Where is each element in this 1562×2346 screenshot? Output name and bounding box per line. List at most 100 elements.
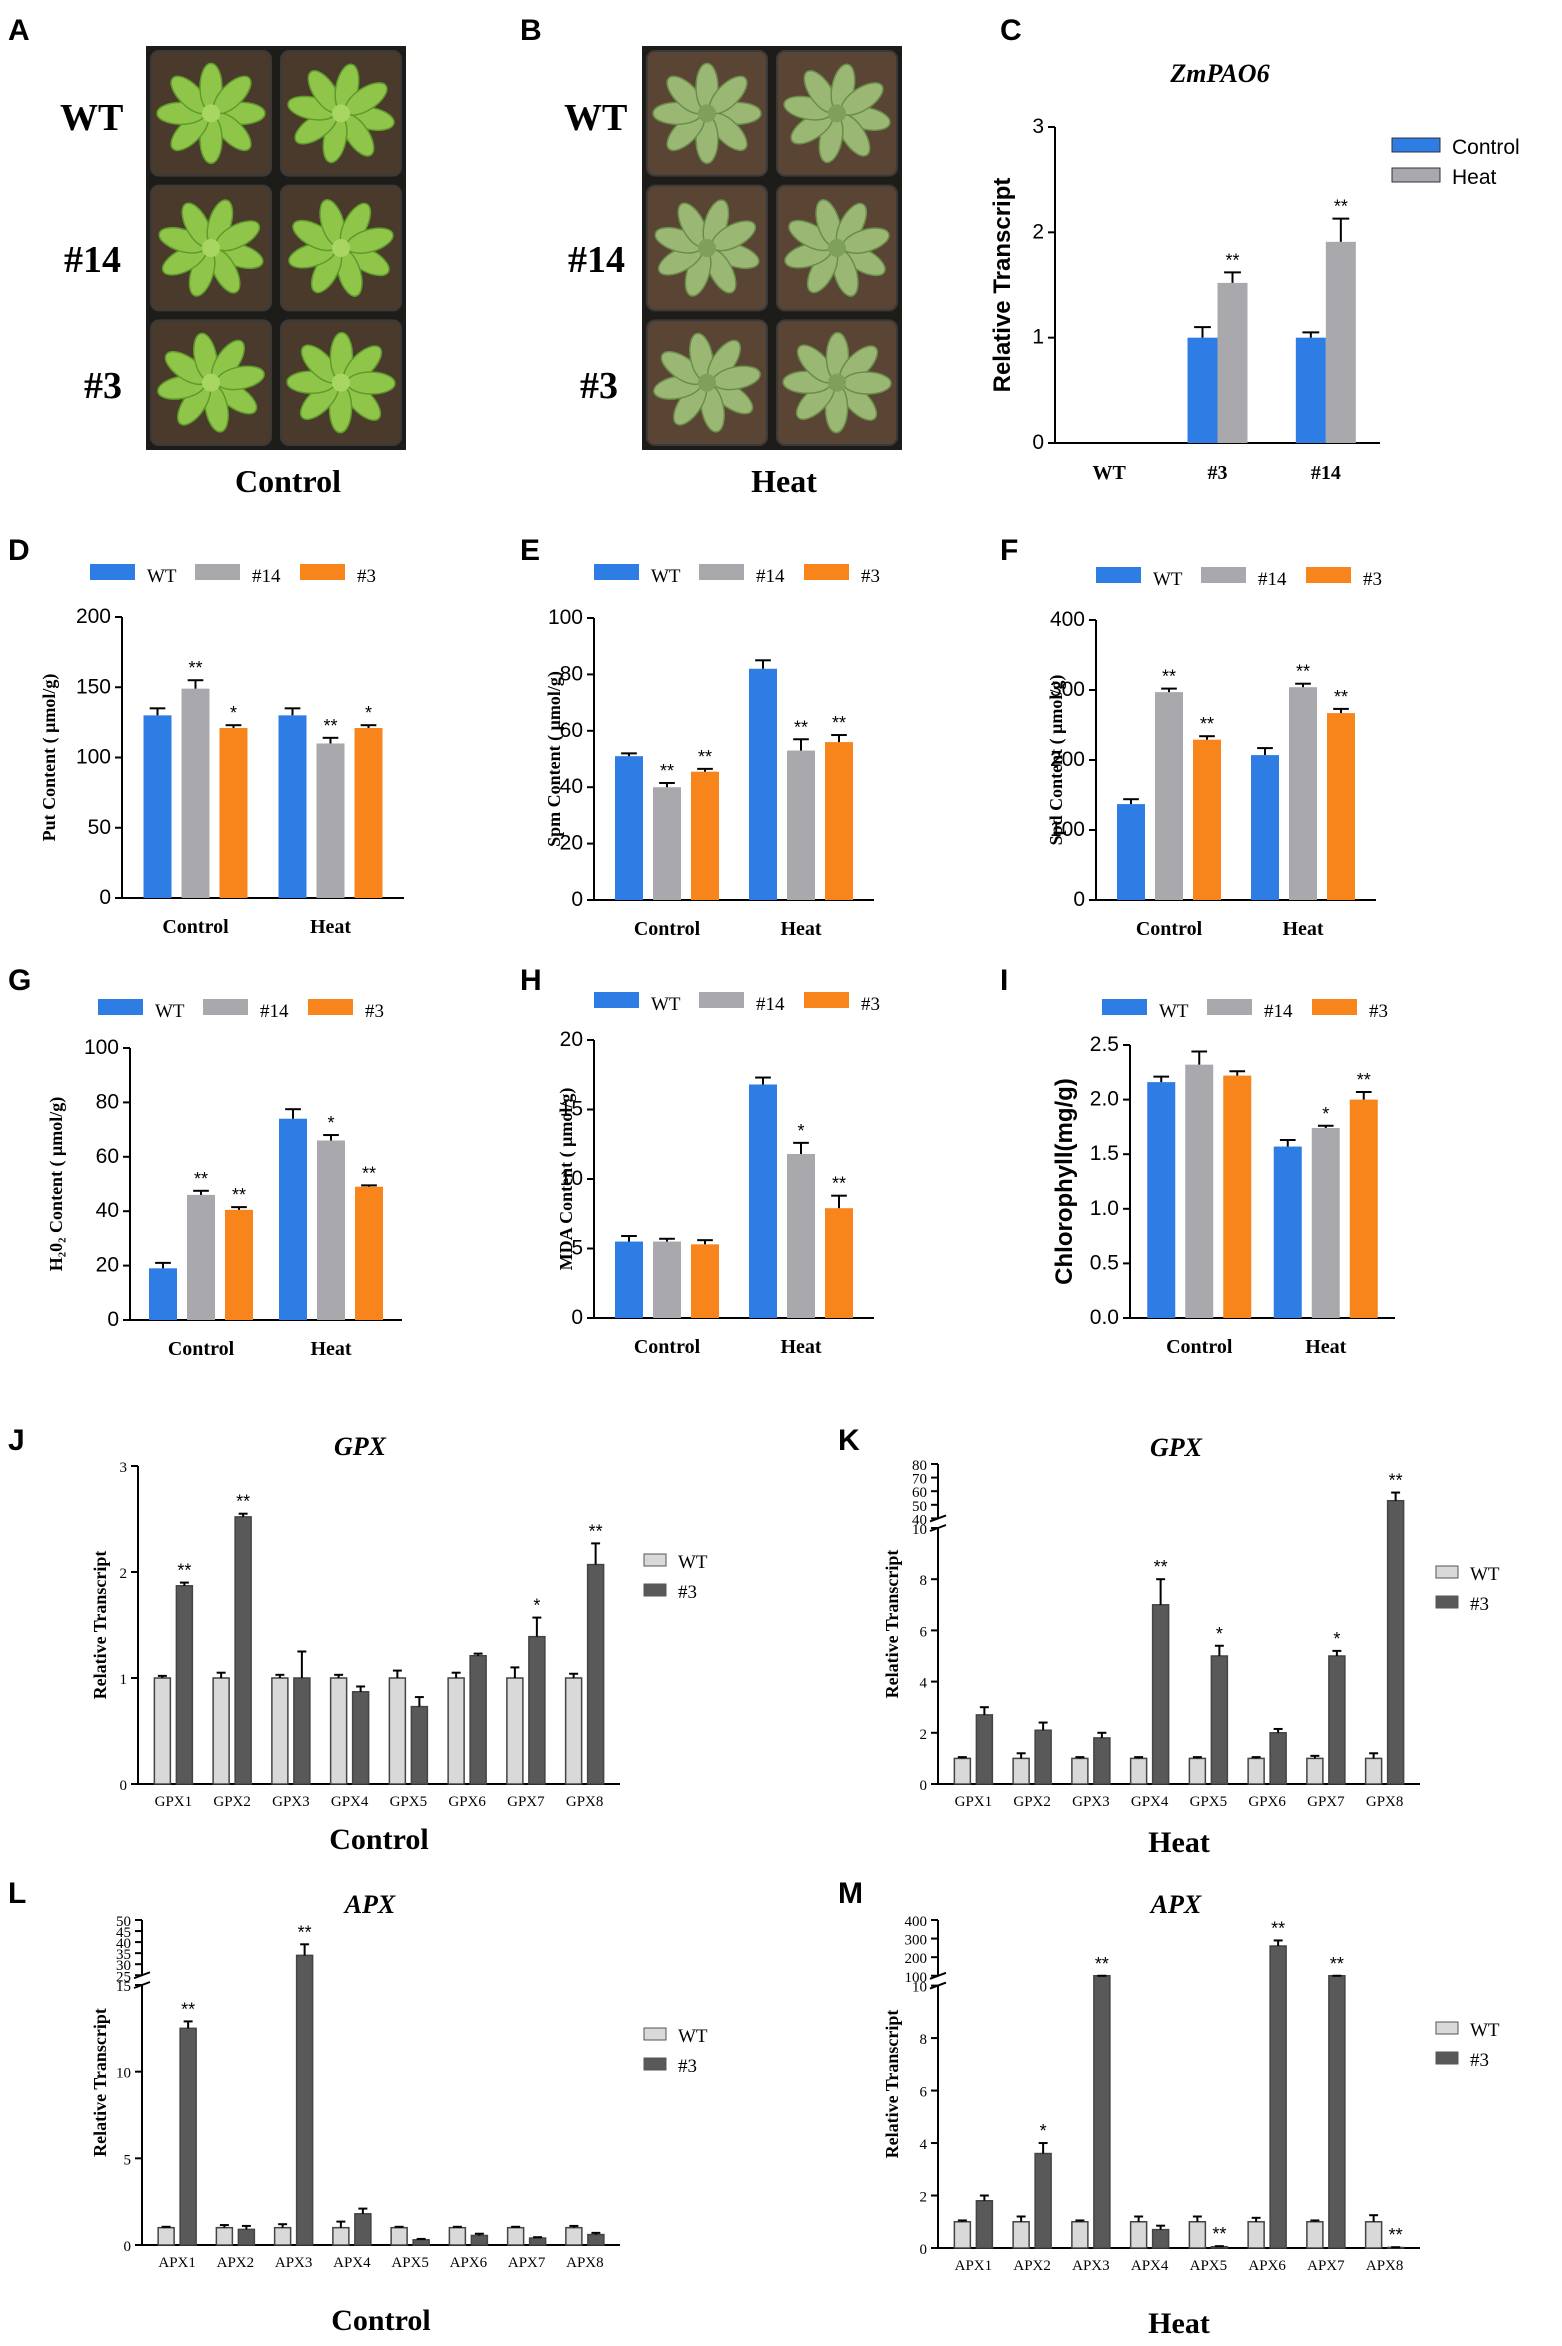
panel-letter-l: L	[8, 1877, 26, 1910]
chart-d: 0 50 100 150 200 Put Content ( μmol/g) Control…	[39, 564, 404, 938]
significance-label: **	[1389, 2225, 1403, 2245]
bar	[1185, 1064, 1214, 1318]
bar	[278, 715, 307, 898]
bar	[1311, 1127, 1340, 1318]
panel-letter-g: G	[8, 964, 31, 997]
leaf	[842, 371, 892, 395]
x-category-label: Heat	[780, 918, 821, 940]
bar	[1328, 1975, 1346, 2249]
bar	[1187, 337, 1218, 443]
x-axis-label: Control	[331, 2304, 430, 2337]
legend-swatch	[1435, 1565, 1459, 1579]
bar	[1034, 2152, 1052, 2249]
bar	[212, 1677, 230, 1785]
bar	[1071, 2221, 1089, 2249]
bar	[615, 756, 643, 900]
rosette-center	[828, 239, 846, 257]
bar	[1147, 1082, 1176, 1318]
x-category-label: APX8	[1366, 2258, 1404, 2274]
y-tick-label: 0	[1073, 888, 1085, 911]
significance-label: **	[181, 1999, 195, 2019]
panel-letter-a: A	[8, 14, 30, 47]
legend-swatch	[98, 999, 143, 1015]
y-tick-label: 3	[1032, 115, 1044, 138]
rosette-center	[202, 239, 220, 257]
x-category-label: GPX4	[1131, 1794, 1169, 1810]
legend-label: #14	[252, 566, 281, 587]
y-tick-label: 30	[116, 1958, 131, 1974]
significance-label: **	[1225, 250, 1239, 270]
y-tick-label: 10	[560, 1167, 583, 1190]
y-tick-label: 80	[912, 1458, 927, 1474]
x-axis-label: Heat	[1148, 1826, 1210, 1859]
rosette-center	[332, 239, 350, 257]
bar	[1306, 1757, 1324, 1785]
y-tick-label: 15	[116, 1979, 131, 1995]
bar	[1328, 1655, 1346, 1785]
bar	[153, 1677, 172, 1785]
bar	[1295, 337, 1326, 443]
row-label-wt: WT	[60, 97, 123, 139]
bar	[332, 2226, 350, 2246]
rosette-center	[332, 373, 350, 392]
y-tick-label: 0	[107, 1308, 119, 1331]
significance-label: *	[365, 703, 372, 723]
significance-label: *	[1040, 2121, 1047, 2141]
bar	[586, 1563, 605, 1785]
legend-swatch	[1306, 567, 1351, 583]
legend-swatch	[1435, 2051, 1459, 2065]
y-tick-label: 10	[912, 1522, 927, 1538]
x-axis-label: Heat	[1148, 2307, 1210, 2340]
legend-label: #3	[861, 994, 880, 1015]
legend-label: WT	[651, 994, 681, 1015]
y-axis-label: Relative Transcript	[90, 1551, 110, 1700]
significance-label: *	[797, 1121, 804, 1141]
x-category-label: GPX1	[955, 1794, 993, 1810]
bar	[787, 750, 815, 900]
rosette-center	[828, 373, 846, 392]
bar	[469, 1654, 487, 1785]
y-tick-label: 0	[1032, 431, 1044, 454]
y-tick-label: 150	[76, 675, 111, 698]
x-category-label: APX8	[566, 2255, 604, 2271]
bar	[1151, 1604, 1170, 1785]
bar	[179, 2027, 197, 2246]
panel-letter-k: K	[838, 1424, 860, 1457]
significance-label: **	[1095, 1954, 1109, 1974]
bar	[1306, 2221, 1324, 2249]
legend-label: WT	[1159, 1001, 1189, 1022]
y-tick-label: 100	[76, 746, 111, 769]
x-category-label: Control	[634, 1336, 701, 1358]
x-category-label: APX5	[1190, 2258, 1228, 2274]
x-category-label: GPX6	[448, 1794, 486, 1810]
significance-label: **	[1212, 2224, 1226, 2244]
rosette-center	[828, 104, 846, 123]
legend-label: WT	[1470, 1564, 1500, 1585]
legend-swatch	[1312, 999, 1357, 1015]
bar	[953, 1757, 972, 1785]
legend-label: #3	[678, 2056, 697, 2077]
bar	[448, 2226, 467, 2246]
y-tick-label: 1.0	[1090, 1197, 1119, 1220]
x-category-label: APX7	[1307, 2258, 1345, 2274]
legend-swatch	[594, 992, 639, 1008]
x-category-label: GPX8	[1366, 1794, 1404, 1810]
significance-label: **	[177, 1561, 191, 1581]
bar	[351, 1691, 370, 1785]
legend-swatch	[699, 992, 744, 1008]
y-tick-label: 200	[905, 1951, 928, 1967]
legend-swatch	[1391, 137, 1441, 153]
y-tick-label: 2.0	[1090, 1088, 1119, 1111]
bar	[975, 2200, 994, 2249]
bar	[215, 2226, 234, 2246]
legend-swatch	[1096, 567, 1141, 583]
y-axis-label: MDA Content ( μmol/g)	[556, 1088, 577, 1271]
y-tick-label: 1.5	[1090, 1142, 1119, 1165]
bar	[1269, 1732, 1287, 1785]
bar	[1364, 1757, 1383, 1785]
bar	[506, 1677, 524, 1785]
y-tick-label: 200	[76, 605, 111, 628]
bar	[187, 1194, 215, 1320]
x-category-label: APX2	[1013, 2258, 1051, 2274]
bar	[1188, 1757, 1207, 1785]
